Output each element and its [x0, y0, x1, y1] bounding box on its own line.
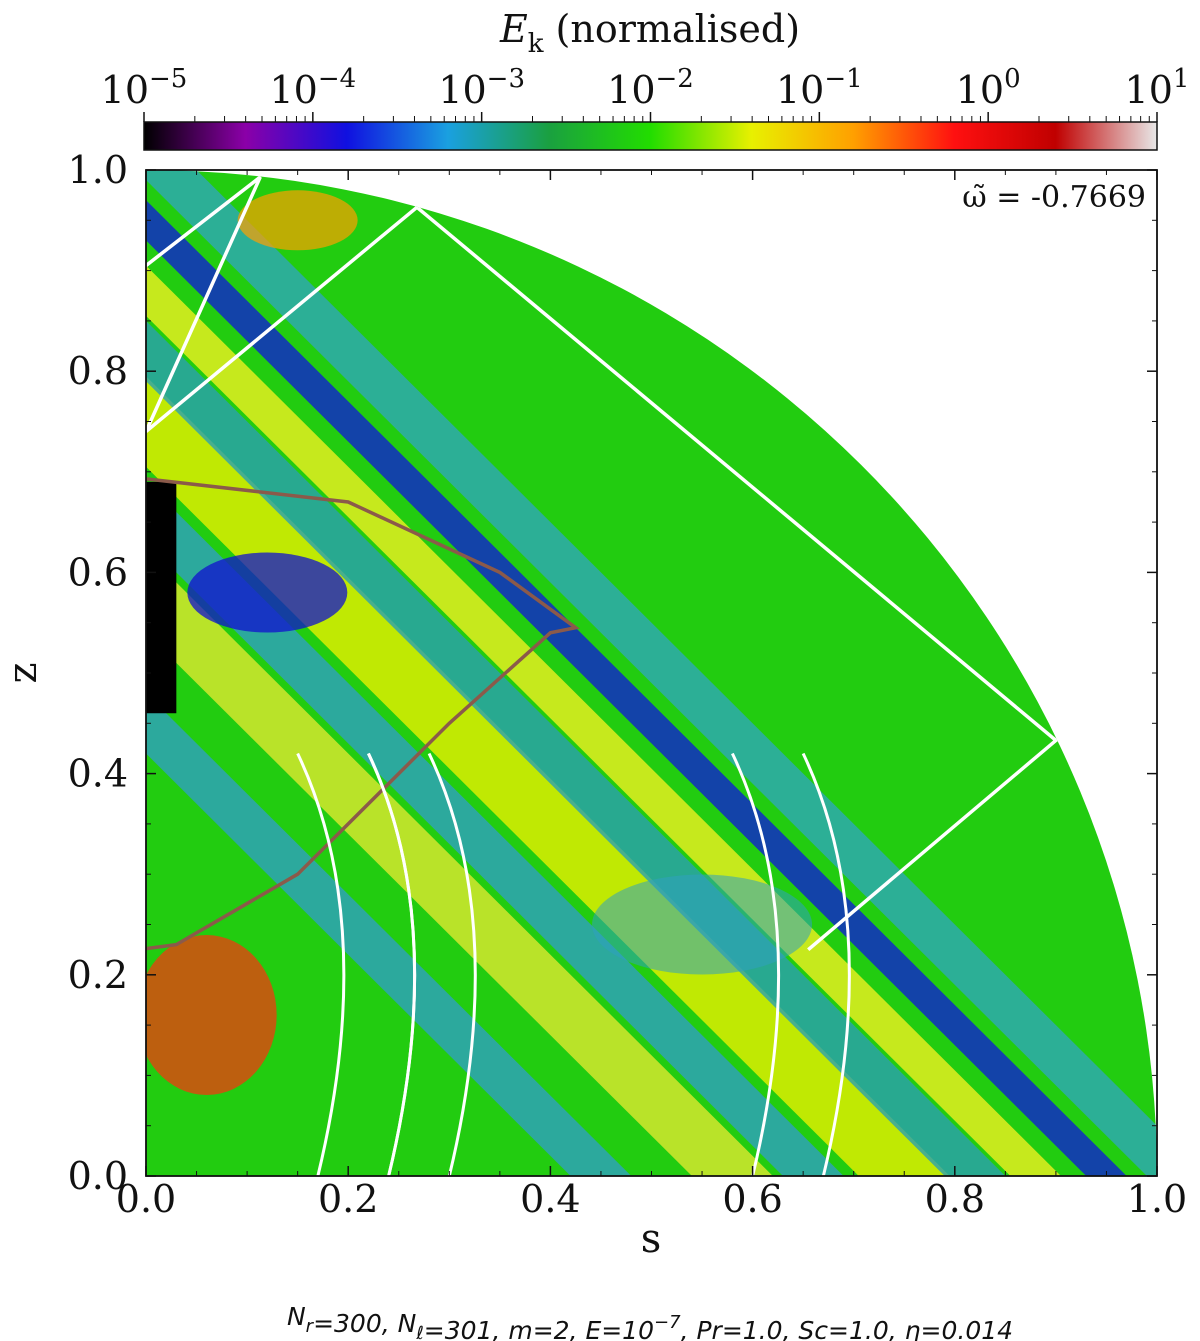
parameter-footer: Nr=300, Nℓ=301, m=2, E=10−7, Pr=1.0, Sc=… [287, 1302, 1013, 1341]
high-energy-blob [146, 935, 277, 1096]
colorbar-ticks [143, 112, 1158, 122]
energy-band [146, 552, 773, 1176]
x-tick-labels: 0.0 0.2 0.4 0.6 0.8 1.0 [116, 1177, 1187, 1221]
high-energy-blob [237, 190, 358, 251]
colorbar-tick-label: 100 [956, 64, 1021, 112]
white-arc [296, 752, 346, 1176]
x-tick-label: 0.4 [520, 1177, 580, 1221]
x-tick-label: 0.2 [318, 1177, 378, 1221]
brown-curve [146, 477, 580, 951]
colorbar-tick-label: 10−1 [776, 64, 863, 112]
x-tick-label: 1.0 [1127, 1177, 1187, 1221]
white-arc [801, 752, 851, 1176]
y-tick-label: 0.0 [68, 1154, 128, 1198]
frequency-annotation: ω̃ = -0.7669 [962, 180, 1146, 215]
y-tick-label: 0.8 [68, 349, 128, 393]
y-tick-label: 0.6 [68, 550, 128, 594]
colorbar-title: Ek (normalised) [499, 7, 800, 59]
energy-band [146, 265, 1061, 1176]
y-tick-label: 0.4 [68, 752, 128, 796]
colorbar-gradient [143, 121, 1158, 151]
mid-energy-patch [592, 874, 813, 975]
region-outlines [146, 175, 1059, 1176]
energy-band [146, 320, 1006, 1176]
x-tick-label: 0.0 [116, 1177, 176, 1221]
heatmap-field [146, 170, 1157, 1176]
colorbar-tick-label: 10−3 [438, 64, 525, 112]
y-tick-label: 0.2 [68, 953, 128, 997]
plot-area: 0.0 0.2 0.4 0.6 0.8 1.0 0.0 0.2 0.4 0.6 0.8 1.0 ω̃… [0, 148, 1187, 1262]
axis-ticks [145, 169, 1158, 1177]
x-tick-label: 0.8 [925, 1177, 985, 1221]
energy-band [146, 693, 632, 1176]
energy-band [146, 200, 1127, 1176]
colorbar-tick-label: 101 [1125, 64, 1190, 112]
low-energy-core [146, 481, 177, 714]
y-tick-labels: 0.0 0.2 0.4 0.6 0.8 1.0 [68, 148, 128, 1198]
white-rectangle-diagonal [146, 204, 1059, 951]
white-arc [427, 752, 477, 1176]
x-tick-label: 0.6 [722, 1177, 782, 1221]
colorbar: Ek (normalised) 10−5 10−4 10−3 10−2 10−1 100 1… [101, 7, 1190, 151]
energy-band [146, 481, 844, 1176]
x-axis-label: s [641, 1216, 662, 1262]
colorbar-tick-label: 10−4 [269, 64, 356, 112]
colorbar-tick-label: 10−2 [607, 64, 694, 112]
y-axis-label: z [0, 662, 46, 683]
energy-band [146, 170, 1157, 1176]
y-tick-label: 1.0 [68, 148, 128, 192]
white-arc [367, 752, 417, 1176]
colorbar-tick-label: 10−5 [101, 64, 188, 112]
white-arc [731, 752, 781, 1176]
low-energy-lobe [187, 552, 348, 633]
white-rectangle-upper [146, 175, 262, 433]
colorbar-tick-labels: 10−5 10−4 10−3 10−2 10−1 100 101 [101, 64, 1190, 112]
